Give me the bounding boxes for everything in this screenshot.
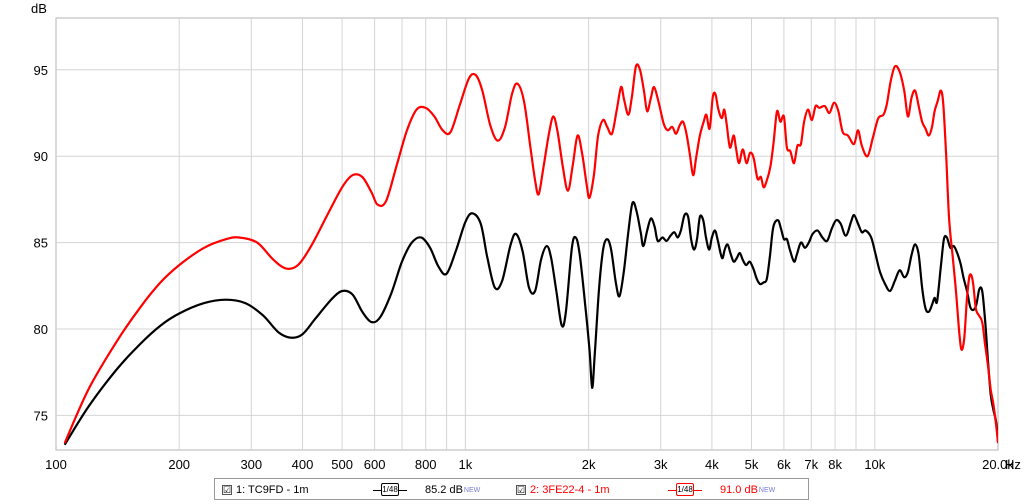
x-tick-label: 4k [705, 457, 719, 472]
smoothing-icon: 1/48 [676, 483, 694, 496]
legend-level-2: 91.0 dB NEW [720, 482, 775, 498]
smoothing-icon: 1/48 [381, 483, 399, 496]
legend-bar: ☑ 1: TC9FD - 1m 1/48 85.2 dB NEW ☑ 2: 3FE… [214, 478, 809, 500]
x-tick-label: 8k [828, 457, 842, 472]
legend-item-2[interactable]: ☑ 2: 3FE22-4 - 1m [516, 482, 609, 498]
x-axis-unit: Hz [1005, 457, 1021, 472]
legend-label-2: 2: 3FE22-4 - 1m [530, 484, 610, 496]
y-tick-label: 90 [34, 149, 48, 164]
legend-label-1: 1: TC9FD - 1m [236, 484, 309, 496]
legend-level-1: 85.2 dB NEW [425, 482, 480, 498]
legend-filter-1[interactable]: 1/48 [373, 482, 407, 498]
x-tick-label: 10k [864, 457, 885, 472]
y-tick-label: 85 [34, 236, 48, 251]
x-tick-label: 300 [240, 457, 262, 472]
x-tick-labels: 100 200 300 400 500 600 800 1k 2k 3k 4k 5k 6k 7k 8k 10k… [45, 457, 1014, 472]
legend-checkbox-2[interactable]: ☑ [516, 485, 526, 495]
x-tick-label: 600 [364, 457, 386, 472]
legend-item-1[interactable]: ☑ 1: TC9FD - 1m [222, 482, 309, 498]
x-tick-label: 6k [777, 457, 791, 472]
x-tick-label: 2k [582, 457, 596, 472]
y-tick-label: 95 [34, 63, 48, 78]
frequency-response-chart: 100 200 300 400 500 600 800 1k 2k 3k 4k 5k 6k 7k 8k 10k… [31, 1, 1021, 472]
legend-checkbox-1[interactable]: ☑ [222, 485, 232, 495]
x-tick-label: 1k [459, 457, 473, 472]
x-tick-label: 400 [292, 457, 314, 472]
y-tick-labels: 75 80 85 90 95 [34, 63, 48, 424]
series-line-1 [63, 200, 998, 446]
legend-new-badge-2: NEW [758, 486, 776, 494]
y-axis-unit: dB [31, 1, 47, 16]
series-line-2 [63, 63, 998, 444]
y-tick-label: 80 [34, 322, 48, 337]
legend-value-2: 91.0 dB [720, 484, 758, 496]
x-tick-label: 7k [804, 457, 818, 472]
series-group [63, 63, 998, 446]
x-tick-label: 100 [45, 457, 67, 472]
x-tick-label: 500 [331, 457, 353, 472]
x-tick-label: 800 [415, 457, 437, 472]
legend-filter-2[interactable]: 1/48 [668, 482, 702, 498]
y-tick-label: 75 [34, 408, 48, 423]
x-tick-label: 200 [168, 457, 190, 472]
grid [56, 18, 998, 450]
x-tick-label: 20.0k [982, 457, 1014, 472]
plot-area [55, 17, 999, 451]
legend-value-1: 85.2 dB [425, 484, 463, 496]
x-tick-label: 5k [745, 457, 759, 472]
legend-new-badge-1: NEW [463, 486, 481, 494]
x-tick-label: 3k [654, 457, 668, 472]
